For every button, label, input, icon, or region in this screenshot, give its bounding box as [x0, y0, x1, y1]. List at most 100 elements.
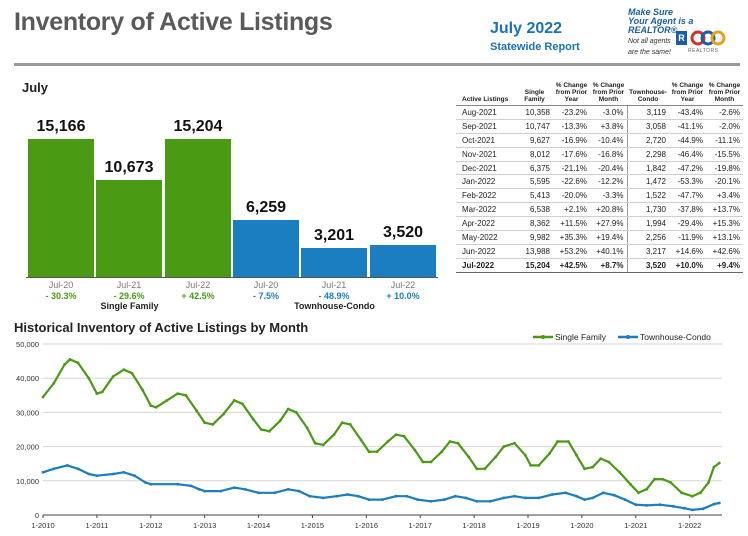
data-point	[502, 496, 506, 500]
data-point	[52, 381, 56, 385]
data-point	[413, 448, 417, 452]
table-row: Nov-2021 8,012 -17.6% -16.8% 2,298 -46.4% -15.…	[456, 147, 743, 162]
table-cell: 9,627	[516, 133, 553, 148]
bar-change-label: + 10.0%	[386, 291, 420, 301]
table-cell: -13.3%	[553, 119, 590, 134]
table-cell: Jan-2022	[456, 174, 516, 190]
table-cell: -41.1%	[669, 119, 706, 134]
data-point	[513, 441, 516, 445]
table-header-cell: Single Family	[516, 77, 553, 106]
data-point	[176, 392, 180, 395]
table-cell: 1,730	[626, 202, 669, 218]
table-row: May-2022 9,982 +35.3% +19.4% 2,256 -11.9% +13.…	[456, 230, 743, 245]
data-point	[149, 404, 153, 407]
table-cell: -16.9%	[553, 133, 590, 148]
data-point	[367, 498, 371, 501]
table-cell: -19.8%	[706, 161, 743, 176]
data-point	[335, 494, 339, 498]
data-point	[41, 395, 45, 399]
table-cell: 3,119	[626, 105, 669, 120]
data-point	[567, 440, 570, 443]
bar-year-label: Jul-22	[185, 280, 211, 290]
logo-line4: are the same!	[628, 49, 671, 56]
data-point	[494, 455, 498, 459]
x-tick-label: 1-2014	[247, 521, 270, 530]
table-cell: -3.3%	[590, 188, 627, 204]
table-row: Jan-2022 5,595 -22.6% -12.2% 1,472 -53.3% -20.…	[456, 174, 743, 190]
data-point	[537, 496, 541, 500]
x-tick-label: 1-2011	[85, 521, 108, 530]
data-point	[386, 440, 390, 443]
bar-townhouse-jul-21	[301, 248, 367, 277]
table-cell: 8,362	[516, 216, 553, 232]
table-cell: +42.5%	[553, 258, 590, 273]
data-point	[564, 491, 568, 495]
data-point	[241, 402, 244, 406]
x-tick-label: 1-2010	[31, 521, 54, 530]
table-cell: -2.0%	[706, 119, 743, 134]
logo-line3: Not all agents	[628, 38, 671, 45]
data-point	[429, 499, 433, 503]
data-point	[618, 470, 621, 474]
bar-townhouse-jul-22	[370, 245, 436, 277]
data-point	[286, 487, 290, 491]
data-point	[65, 464, 69, 467]
logo-line2: Your Agent is a REALTOR®	[628, 16, 694, 35]
bar-single-family-jul-20	[28, 139, 94, 277]
data-point	[591, 465, 595, 469]
table-cell: +9.4%	[706, 258, 743, 273]
table-row: Sep-2021 10,747 -13.3% +3.8% 3,058 -41.1% -2.0…	[456, 119, 743, 134]
bar-year-label: Jul-22	[390, 280, 416, 290]
table-cell: May-2022	[456, 230, 516, 245]
table-cell: +3.8%	[590, 119, 627, 134]
table-cell: -47.7%	[669, 188, 706, 204]
table-cell: +2.1%	[553, 202, 590, 218]
data-point	[645, 504, 648, 507]
x-tick-label: 1-2022	[678, 521, 701, 530]
data-point	[321, 443, 325, 447]
data-point	[359, 438, 363, 442]
data-point	[130, 371, 134, 375]
data-point	[141, 388, 145, 392]
data-point	[556, 440, 559, 443]
data-point	[165, 399, 169, 402]
data-point	[381, 498, 384, 501]
bar-change-label: - 29.6%	[113, 291, 145, 301]
data-point	[356, 494, 360, 498]
header-divider	[14, 63, 740, 66]
data-point	[286, 407, 290, 411]
legend-marker	[541, 335, 545, 339]
table-cell: -10.4%	[590, 133, 627, 148]
bar-year-label: Jul-20	[253, 280, 279, 290]
data-point	[197, 487, 201, 491]
table-cell: 2,298	[626, 147, 669, 162]
data-point	[550, 493, 554, 496]
data-point	[394, 494, 398, 498]
table-cell: 10,358	[516, 105, 553, 120]
x-tick-label: 1-2019	[516, 521, 539, 530]
data-point	[52, 467, 56, 471]
bar-value-label: 6,259	[245, 199, 287, 216]
table-cell: 5,413	[516, 188, 553, 204]
table-cell: 1,994	[626, 216, 669, 232]
data-point	[629, 482, 632, 486]
data-point	[219, 489, 223, 493]
data-point	[259, 428, 263, 431]
table-cell: Nov-2021	[456, 147, 516, 162]
bar-axis-line	[26, 277, 438, 278]
table-cell: Sep-2021	[456, 119, 516, 134]
table-cell: -3.0%	[590, 105, 627, 120]
y-tick-label: 50,000	[16, 340, 39, 349]
logo-assoc-text: REALTORS	[688, 48, 719, 54]
report-date: July 2022	[490, 20, 563, 37]
table-cell: +13.1%	[706, 230, 743, 245]
data-point	[658, 503, 662, 507]
data-point	[340, 421, 344, 425]
data-point	[203, 421, 207, 425]
table-cell: 6,375	[516, 161, 553, 176]
table-cell: -12.2%	[590, 174, 627, 190]
data-point	[367, 450, 371, 454]
table-cell: -11.1%	[706, 133, 743, 148]
data-point	[691, 494, 694, 498]
table-cell: 2,256	[626, 230, 669, 245]
